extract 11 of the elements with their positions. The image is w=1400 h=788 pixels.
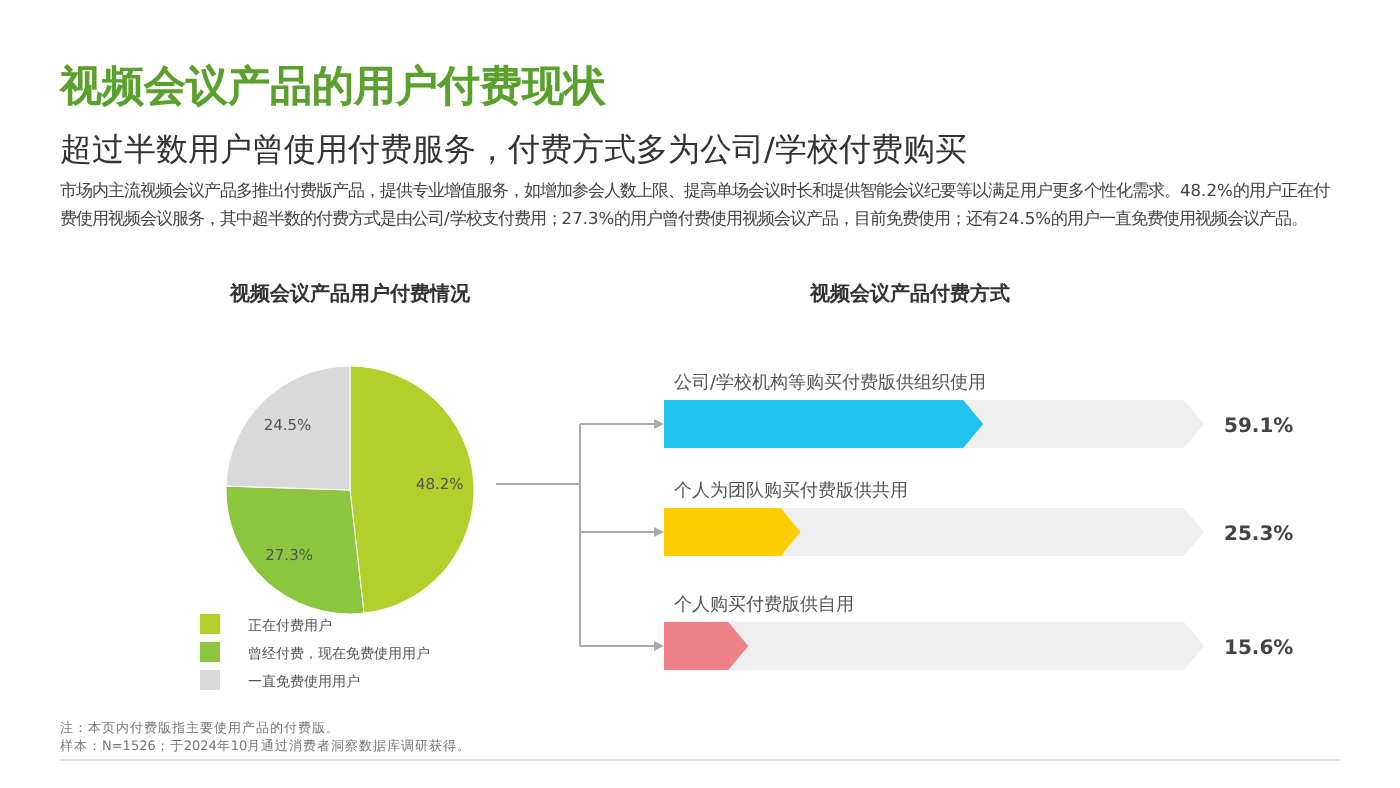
data-label: 15.6% [1224,638,1294,660]
y-tick-label: 公司/学校机构等购买付费版供组织使用 [674,372,987,394]
text: 市场内主流视频会议产品多推出付费版产品，提供专业增值服务，如增加参会人数上限、提高单场会议时长和提供智能会议纪要等以满足用户更多个性化需求。48.2%的用户正在付费使用视频会议服务，其中超半数的付费方式是由公司/学校支付费用；27.3%的用户曾付费使用视频会议产品，目前免费使用；还有24.5%的用户一直免费使用视频会议产品。 [60,178,1332,232]
chart-title: 视频会议产品付费方式 [808,282,1010,306]
y-tick-label: 个人购买付费版供自用 [674,594,854,616]
data-label: 59.1% [1224,416,1294,438]
data-label: 25.3% [1224,524,1294,546]
y-tick-label: 个人为团队购买付费版供共用 [674,480,908,502]
text: 视频会议产品的用户付费现状 [58,62,608,110]
chart-title: 视频会议产品用户付费情况 [228,282,472,306]
text: 超过半数用户曾使用付费服务，付费方式多为公司/学校付费购买 [60,130,967,168]
